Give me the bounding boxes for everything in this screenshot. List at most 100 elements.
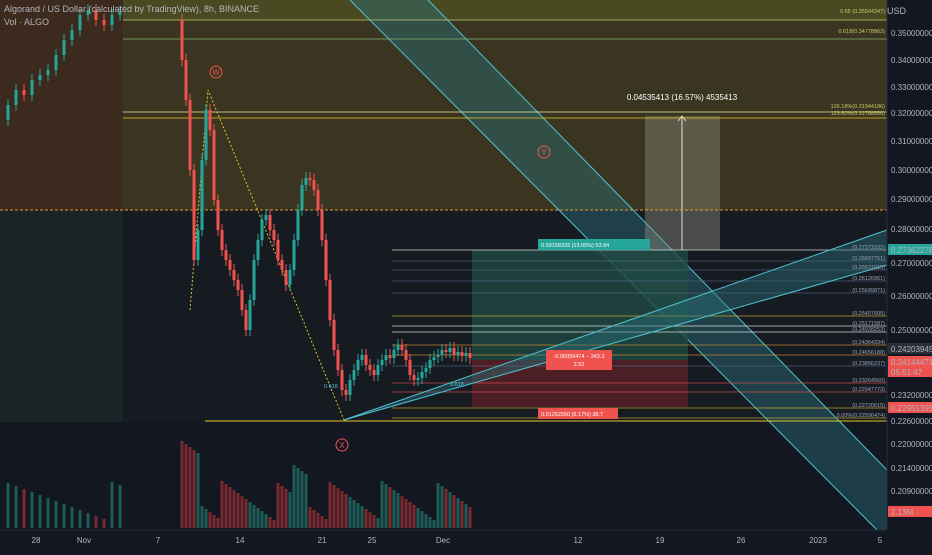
candle-body (192, 170, 196, 260)
wave-marker (335, 438, 349, 452)
current-label-2: 2.52 (574, 362, 585, 368)
candle-body (464, 353, 468, 356)
candle-body (400, 345, 404, 350)
volume-bar (216, 518, 220, 528)
volume-bar (228, 487, 232, 528)
candle-body (380, 360, 384, 365)
volume-bar (196, 453, 200, 528)
volume-bar (432, 520, 436, 528)
volume-bar (328, 482, 332, 528)
candle-body (268, 215, 272, 230)
volume-bar (316, 513, 320, 528)
candle-body (6, 105, 10, 120)
volume-bar (54, 501, 58, 528)
time-tick: 12 (574, 536, 583, 545)
volume-bar (200, 506, 204, 528)
candle-body (260, 220, 264, 240)
price-label: 05:51:47 (891, 368, 923, 377)
volume-bar (248, 502, 252, 528)
volume-bar (352, 500, 356, 528)
wave-label: Y (541, 148, 547, 157)
candle-body (22, 90, 26, 95)
candle-body (220, 230, 224, 250)
candle-body (344, 390, 348, 395)
candle-body (256, 240, 260, 260)
candle-body (392, 350, 396, 358)
price-tick: 0.32000000 (891, 109, 932, 118)
zone-top-band (123, 0, 887, 20)
candle-body (62, 40, 66, 55)
candle-body (188, 100, 192, 170)
candle-body (340, 370, 344, 390)
price-tick: 0.21400000 (891, 464, 932, 473)
volume-bar (292, 465, 296, 528)
price-label-bg (888, 506, 932, 517)
candle-body (368, 365, 372, 370)
volume-bar (468, 507, 472, 528)
volume-bar (464, 504, 468, 528)
up-channel-upper (343, 229, 888, 421)
candle-body (14, 90, 18, 105)
candle-body (348, 380, 352, 395)
candle-body (208, 110, 212, 130)
volume-bar (264, 514, 268, 528)
volume-bar (412, 505, 416, 528)
price-axis[interactable] (887, 0, 932, 550)
candle-body (288, 270, 292, 285)
price-tick: 0.20900000 (891, 487, 932, 496)
price-tick: 0.29000000 (891, 195, 932, 204)
time-axis[interactable] (0, 530, 932, 550)
volume-bar (192, 450, 196, 528)
candle-body (292, 240, 296, 270)
volume-bar (256, 508, 260, 528)
candle-body (312, 180, 316, 190)
candle-body (360, 355, 364, 360)
volume-bar (356, 503, 360, 528)
wave-marker (537, 145, 551, 159)
candle-body (248, 300, 252, 330)
price-label-bg (888, 366, 932, 377)
chart-title: Algorand / US Dollar (calculated by Trad… (4, 4, 259, 14)
volume-label: Vol · ALGO (4, 17, 50, 27)
volume-bar (276, 483, 280, 528)
volume-bar (300, 471, 304, 528)
volume-bar (460, 501, 464, 528)
fib-label: (0.22720615) (852, 403, 885, 409)
volume-bar (272, 520, 276, 528)
volume-bar (288, 492, 292, 528)
volume-bar (284, 489, 288, 528)
price-label: 0.24144471 (891, 358, 932, 367)
volume-bar (448, 492, 452, 528)
volume-bar (376, 518, 380, 528)
fib-label: (0.26697751) (852, 256, 885, 262)
candle-body (388, 355, 392, 358)
candle-body (320, 210, 324, 240)
candle-body (328, 280, 332, 320)
time-tick: 25 (368, 536, 377, 545)
time-tick: Nov (77, 536, 91, 545)
candle-body (46, 70, 50, 75)
candle-body (94, 10, 98, 20)
price-tick: 0.28000000 (891, 225, 932, 234)
volume-bar (452, 495, 456, 528)
fib-ratio-right: 0.618 (450, 382, 464, 388)
stop-label: 0.01252550 (5.17%) 38.7 (541, 412, 603, 418)
candle-body (436, 355, 440, 357)
volume-bar (444, 489, 448, 528)
fib-label-top: 126.18%(0.31944186) (831, 104, 886, 110)
volume-bar (224, 484, 228, 528)
time-tick: 7 (156, 536, 161, 545)
candle-body (252, 260, 256, 300)
volume-bar (184, 444, 188, 528)
volume-bar (232, 490, 236, 528)
candle-body (452, 348, 456, 355)
price-tick: 0.23200000 (891, 391, 932, 400)
zone-left-teal (0, 210, 123, 422)
volume-bar (400, 496, 404, 528)
price-label: 0.22951395 (891, 404, 932, 413)
candle-body (216, 200, 220, 230)
time-tick: Dec (436, 536, 450, 545)
candle-body (212, 130, 216, 200)
candle-body (456, 352, 460, 355)
